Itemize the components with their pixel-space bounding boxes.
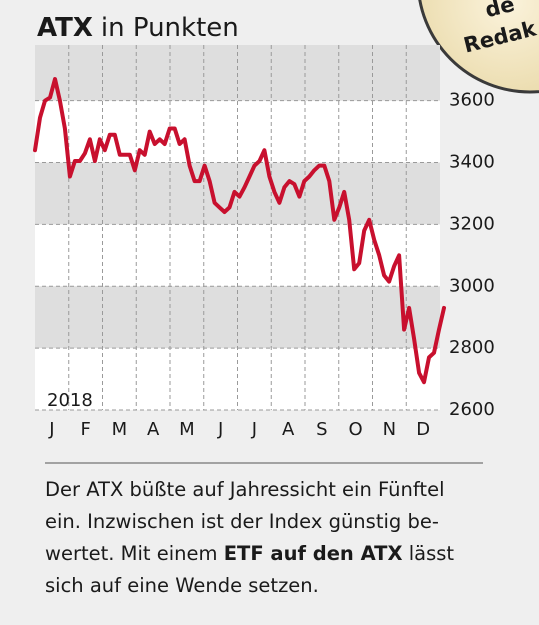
title: ATX [37, 13, 93, 43]
caption: Der ATX büßte auf Jahressicht ein Fünfte… [45, 474, 495, 602]
caption-text: lässt [402, 542, 455, 565]
caption-line: ein. Inzwischen ist der Index günstig be… [45, 506, 495, 538]
x-tick-label: A [282, 419, 295, 440]
chart: de Redak ATX in Punkten J F M A M J J A S O N D26002… [33, 0, 539, 464]
caption-text: ein. Inzwischen ist der Index günstig be… [45, 510, 439, 533]
subtitle: in Punkten [101, 13, 239, 43]
x-tick-label: D [416, 419, 430, 440]
caption-text: Der ATX büßte auf Jahressicht ein Fünfte… [45, 478, 445, 501]
badge-text: de [483, 0, 517, 22]
line [33, 77, 446, 385]
x-tick-label: J [251, 419, 257, 440]
x-tick-label: N [383, 419, 396, 440]
x-tick-label: M [112, 419, 128, 440]
annotation: 2018 [47, 390, 93, 411]
x-tick-label: M [179, 419, 195, 440]
badge [418, 0, 539, 94]
x-tick-label: O [349, 419, 363, 440]
y-tick-label: 3600 [449, 90, 495, 111]
y-tick-label: 3400 [449, 152, 495, 173]
x-tick-label: J [48, 419, 54, 440]
caption-bold: ETF auf den ATX [223, 542, 403, 565]
caption-line: sich auf eine Wende setzen. [45, 570, 495, 602]
caption-text: sich auf eine Wende setzen. [45, 574, 319, 597]
y-tick-label: 2800 [449, 337, 495, 358]
x-tick-label: F [80, 419, 90, 440]
chart-title: ATX in Punkten [37, 13, 239, 43]
y-tick-label: 3200 [449, 213, 495, 234]
caption-line: Der ATX büßte auf Jahressicht ein Fünfte… [45, 474, 495, 506]
x-tick-label: A [147, 419, 160, 440]
band [35, 286, 440, 349]
caption-line: wertet. Mit einem ETF auf den ATX lässt [45, 538, 495, 570]
x-tick-label: J [217, 419, 223, 440]
y-tick-label: 2600 [449, 399, 495, 420]
caption-text: wertet. Mit einem [45, 542, 224, 565]
x-tick-label: S [316, 419, 327, 440]
y-tick-label: 3000 [449, 275, 495, 296]
